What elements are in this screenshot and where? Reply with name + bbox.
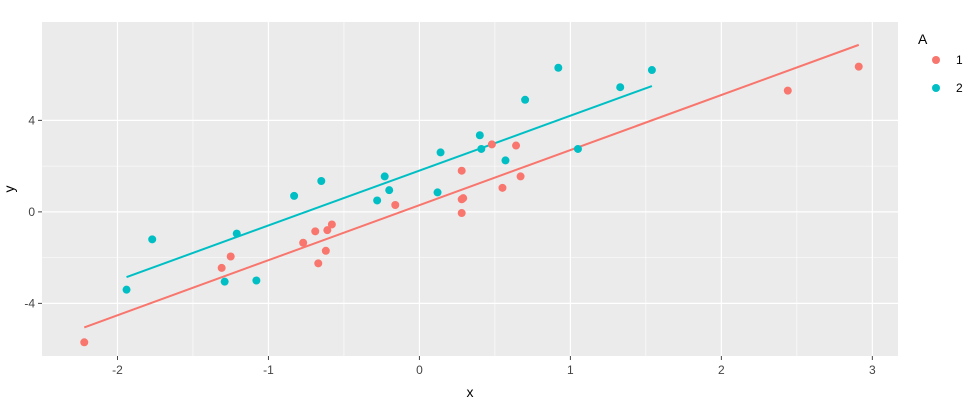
x-tick-label: 3 xyxy=(869,363,876,377)
grid-major-lines xyxy=(42,22,898,356)
fit-line-series-2 xyxy=(126,85,653,279)
data-point-series-2 xyxy=(433,188,442,197)
data-point-series-1 xyxy=(323,226,332,235)
data-point-series-2 xyxy=(554,63,563,72)
data-point-series-2 xyxy=(232,229,241,238)
data-point-series-2 xyxy=(373,196,382,205)
data-point-series-2 xyxy=(385,186,394,195)
y-tick-label: 0 xyxy=(28,205,35,219)
data-point-series-1 xyxy=(299,238,308,247)
x-tick-label: -2 xyxy=(112,363,123,377)
data-point-series-2 xyxy=(477,144,486,153)
data-point-series-2 xyxy=(122,285,131,294)
data-point-series-1 xyxy=(487,140,496,149)
data-point-series-1 xyxy=(321,246,330,255)
data-point-series-1 xyxy=(226,252,235,261)
data-point-series-1 xyxy=(217,263,226,272)
data-point-series-2 xyxy=(501,156,510,165)
data-point-series-1 xyxy=(457,166,466,175)
data-point-series-1 xyxy=(457,209,466,218)
data-point-series-1 xyxy=(459,194,468,203)
data-point-series-1 xyxy=(311,227,320,236)
legend-key-2 xyxy=(932,84,940,92)
data-point-series-1 xyxy=(498,183,507,192)
data-point-series-1 xyxy=(516,172,525,181)
x-axis-title: x xyxy=(467,384,474,400)
y-axis-title: y xyxy=(1,186,17,193)
x-tick-label: 2 xyxy=(718,363,725,377)
y-axis-ticks: -4 0 4 xyxy=(24,113,42,310)
data-point-series-2 xyxy=(436,148,445,157)
legend: A 12 xyxy=(918,31,963,95)
data-point-series-1 xyxy=(391,201,400,210)
x-tick-label: -1 xyxy=(263,363,274,377)
grid-minor-lines xyxy=(42,22,898,356)
data-point-series-2 xyxy=(616,83,625,92)
legend-label-1: 1 xyxy=(956,53,963,67)
fit-lines xyxy=(83,43,860,329)
data-points xyxy=(80,62,863,347)
x-axis-ticks: -2 -1 0 1 2 3 xyxy=(112,356,876,377)
data-point-series-2 xyxy=(380,172,389,181)
data-point-series-2 xyxy=(317,176,326,185)
data-point-series-1 xyxy=(854,62,863,71)
x-tick-label: 0 xyxy=(416,363,423,377)
y-tick-label: 4 xyxy=(28,113,35,127)
data-point-series-1 xyxy=(512,141,521,150)
data-point-series-1 xyxy=(783,86,792,95)
data-point-series-2 xyxy=(252,276,261,285)
data-point-series-2 xyxy=(290,191,299,200)
data-point-series-1 xyxy=(327,220,336,229)
data-point-series-2 xyxy=(521,95,530,104)
data-point-series-2 xyxy=(220,277,229,286)
y-tick-label: -4 xyxy=(24,296,35,310)
x-tick-label: 1 xyxy=(567,363,574,377)
data-point-series-1 xyxy=(314,259,323,268)
legend-entries: 12 xyxy=(932,53,963,95)
fit-line-series-1 xyxy=(83,43,860,329)
data-point-series-1 xyxy=(80,338,89,347)
panel-background xyxy=(42,22,898,356)
legend-title: A xyxy=(918,31,928,47)
data-point-series-2 xyxy=(647,66,656,75)
data-point-series-2 xyxy=(475,131,484,140)
legend-key-1 xyxy=(932,56,940,64)
data-point-series-2 xyxy=(148,235,157,244)
legend-label-2: 2 xyxy=(956,81,963,95)
data-point-series-2 xyxy=(573,144,582,153)
